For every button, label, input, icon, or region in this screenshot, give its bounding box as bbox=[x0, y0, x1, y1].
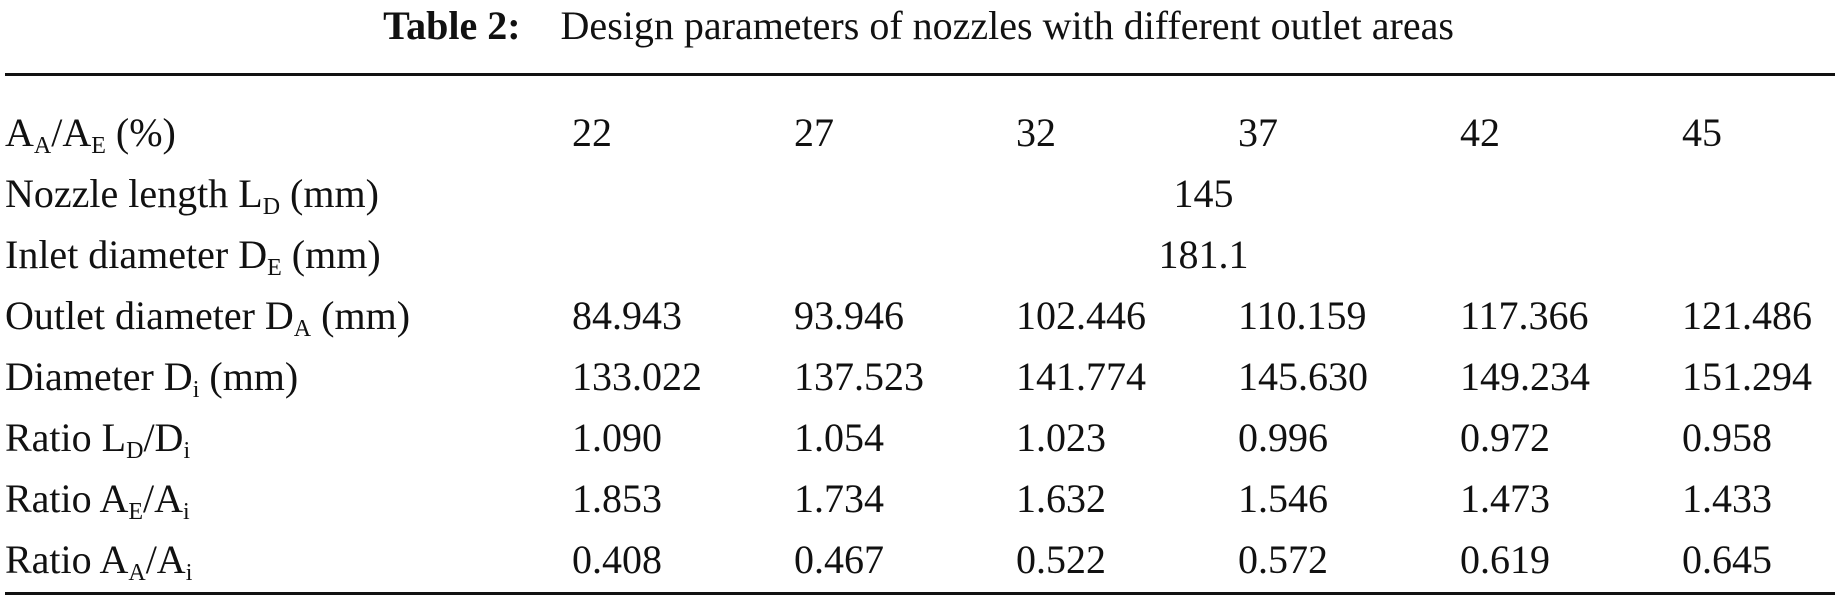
table-row-ratio-ae-ai: Ratio AE/Ai 1.853 1.734 1.632 1.546 1.47… bbox=[5, 468, 1835, 529]
table-cell: 1.090 bbox=[572, 415, 662, 460]
table-cell: 1.546 bbox=[1238, 476, 1328, 521]
table-cell: 0.645 bbox=[1682, 537, 1772, 582]
table-cell: 0.572 bbox=[1238, 537, 1328, 582]
table-cell-spanning: 181.1 bbox=[1158, 232, 1249, 277]
table-cell: 84.943 bbox=[572, 293, 682, 338]
table-caption: Table 2: Design parameters of nozzles wi… bbox=[0, 2, 1837, 50]
table-row-ratio-ld-di: Ratio LD/Di 1.090 1.054 1.023 0.996 0.97… bbox=[5, 407, 1835, 468]
table-cell: 42 bbox=[1460, 110, 1500, 155]
row-label-area-ratio: AA/AE (%) bbox=[5, 110, 176, 159]
table-cell: 151.294 bbox=[1682, 354, 1812, 399]
table-row-ratio-aa-ai: Ratio AA/Ai 0.408 0.467 0.522 0.572 0.61… bbox=[5, 529, 1835, 590]
table-caption-separator bbox=[531, 3, 551, 48]
row-label-inlet-diameter: Inlet diameter DE (mm) bbox=[5, 232, 381, 281]
row-label-ratio-ld-di: Ratio LD/Di bbox=[5, 415, 191, 464]
table-cell: 133.022 bbox=[572, 354, 702, 399]
table-cell: 93.946 bbox=[794, 293, 904, 338]
table-row-area-ratio: AA/AE (%) 22 27 32 37 42 45 bbox=[5, 102, 1835, 163]
table-cell: 32 bbox=[1016, 110, 1056, 155]
table-cell: 145.630 bbox=[1238, 354, 1368, 399]
table-cell: 1.433 bbox=[1682, 476, 1772, 521]
table-cell: 137.523 bbox=[794, 354, 924, 399]
table-cell: 1.632 bbox=[1016, 476, 1106, 521]
table-cell: 0.972 bbox=[1460, 415, 1550, 460]
table-cell: 1.023 bbox=[1016, 415, 1106, 460]
table-cell: 1.054 bbox=[794, 415, 884, 460]
table-cell: 102.446 bbox=[1016, 293, 1146, 338]
table-cell: 0.619 bbox=[1460, 537, 1550, 582]
table-cell: 0.522 bbox=[1016, 537, 1106, 582]
table-row-outlet-diameter: Outlet diameter DA (mm) 84.943 93.946 10… bbox=[5, 285, 1835, 346]
row-label-ratio-ae-ai: Ratio AE/Ai bbox=[5, 476, 190, 525]
table-cell: 1.853 bbox=[572, 476, 662, 521]
table-cell: 141.774 bbox=[1016, 354, 1146, 399]
table-cell: 0.958 bbox=[1682, 415, 1772, 460]
table-cell: 37 bbox=[1238, 110, 1278, 155]
row-label-diameter-i: Diameter Di (mm) bbox=[5, 354, 299, 403]
row-label-nozzle-length: Nozzle length LD (mm) bbox=[5, 171, 379, 220]
table-row-inlet-diameter: Inlet diameter DE (mm) 181.1 bbox=[5, 224, 1835, 285]
table-cell: 45 bbox=[1682, 110, 1722, 155]
table-cell: 110.159 bbox=[1238, 293, 1367, 338]
table-caption-text: Design parameters of nozzles with differ… bbox=[560, 3, 1454, 48]
row-label-ratio-aa-ai: Ratio AA/Ai bbox=[5, 537, 193, 586]
table-cell-spanning: 145 bbox=[1173, 171, 1234, 216]
table-cell: 0.467 bbox=[794, 537, 884, 582]
row-label-outlet-diameter: Outlet diameter DA (mm) bbox=[5, 293, 411, 342]
top-rule bbox=[5, 73, 1835, 76]
table-cell: 149.234 bbox=[1460, 354, 1590, 399]
table-cell: 0.408 bbox=[572, 537, 662, 582]
table-cell: 1.734 bbox=[794, 476, 884, 521]
table-cell: 22 bbox=[572, 110, 612, 155]
table-cell: 117.366 bbox=[1460, 293, 1589, 338]
table-row-nozzle-length: Nozzle length LD (mm) 145 bbox=[5, 163, 1835, 224]
table-cell: 1.473 bbox=[1460, 476, 1550, 521]
design-parameters-table: AA/AE (%) 22 27 32 37 42 45 Nozzle lengt… bbox=[5, 102, 1835, 590]
bottom-rule bbox=[5, 592, 1835, 595]
table-caption-label: Table 2: bbox=[383, 3, 521, 48]
table-row-diameter-i: Diameter Di (mm) 133.022 137.523 141.774… bbox=[5, 346, 1835, 407]
table-cell: 0.996 bbox=[1238, 415, 1328, 460]
table-cell: 121.486 bbox=[1682, 293, 1812, 338]
table-cell: 27 bbox=[794, 110, 834, 155]
